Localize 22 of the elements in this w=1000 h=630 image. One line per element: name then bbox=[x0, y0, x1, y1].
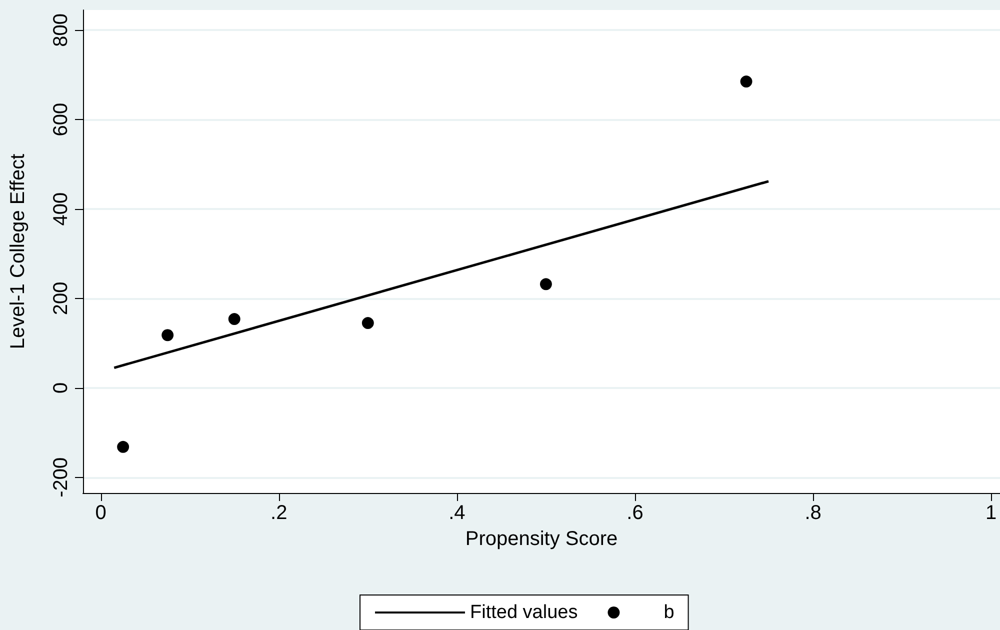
x-tick-label: .4 bbox=[448, 502, 466, 524]
point bbox=[117, 440, 130, 453]
point bbox=[362, 317, 374, 330]
point bbox=[740, 76, 752, 88]
x-axis-title: Propensity Score bbox=[465, 528, 618, 550]
y-tick-label: 800 bbox=[50, 13, 72, 47]
point bbox=[228, 313, 240, 326]
x-tick-label: 0 bbox=[95, 502, 106, 524]
y-tick-label: 200 bbox=[50, 282, 72, 316]
point bbox=[162, 329, 174, 342]
x-tick-label: .2 bbox=[270, 502, 288, 524]
y-tick-label: 400 bbox=[50, 192, 72, 226]
legend-label: b bbox=[664, 602, 674, 623]
point bbox=[540, 278, 552, 290]
x-tick-label: 1 bbox=[986, 502, 997, 524]
legend-label: Fitted values bbox=[470, 602, 578, 623]
x-tick-label: .6 bbox=[626, 502, 644, 524]
y-tick-label: 600 bbox=[50, 102, 72, 136]
y-axis-title: Level-1 College Effect bbox=[7, 153, 29, 350]
y-tick-label: -200 bbox=[50, 457, 72, 498]
y-tick-label: 0 bbox=[50, 382, 72, 394]
x-tick-label: .8 bbox=[804, 502, 822, 524]
